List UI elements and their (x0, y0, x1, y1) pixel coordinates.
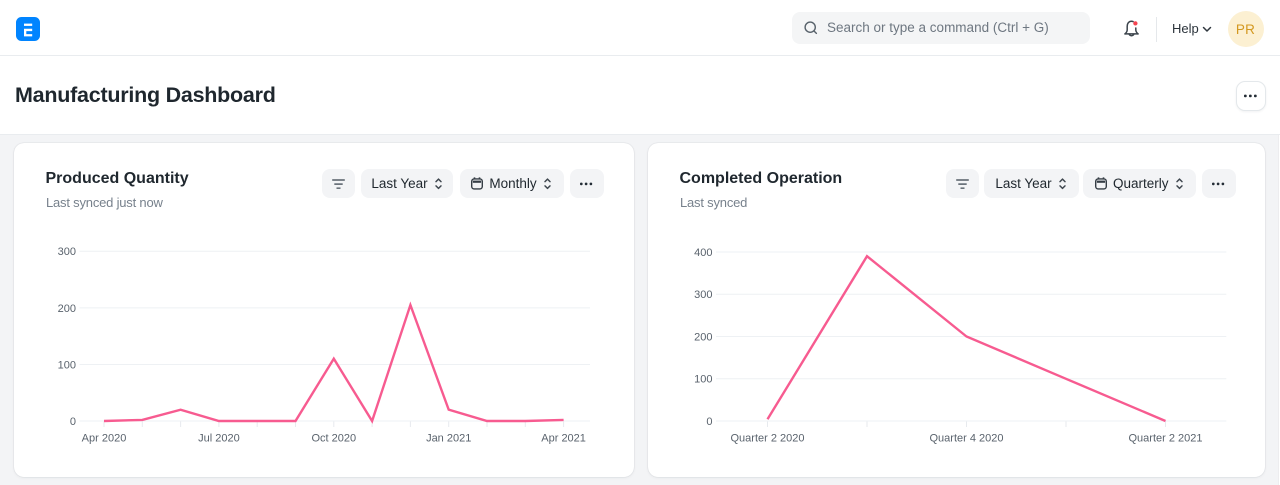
svg-text:Apr 2020: Apr 2020 (82, 433, 127, 445)
svg-text:Quarter 2 2020: Quarter 2 2020 (731, 433, 805, 445)
svg-text:0: 0 (706, 416, 712, 428)
svg-text:Jul 2020: Jul 2020 (198, 433, 240, 445)
svg-text:300: 300 (58, 246, 76, 258)
svg-text:300: 300 (694, 289, 712, 301)
svg-text:100: 100 (58, 359, 76, 371)
svg-text:Jan 2021: Jan 2021 (426, 433, 471, 445)
svg-text:100: 100 (694, 374, 712, 386)
svg-text:0: 0 (70, 416, 76, 428)
svg-text:Apr 2021: Apr 2021 (541, 433, 586, 445)
svg-text:200: 200 (58, 303, 76, 315)
svg-text:Quarter 4 2020: Quarter 4 2020 (930, 433, 1004, 445)
svg-text:Quarter 2 2021: Quarter 2 2021 (1129, 433, 1203, 445)
svg-text:Oct 2020: Oct 2020 (311, 433, 356, 445)
svg-text:400: 400 (694, 247, 712, 259)
svg-text:200: 200 (694, 331, 712, 343)
